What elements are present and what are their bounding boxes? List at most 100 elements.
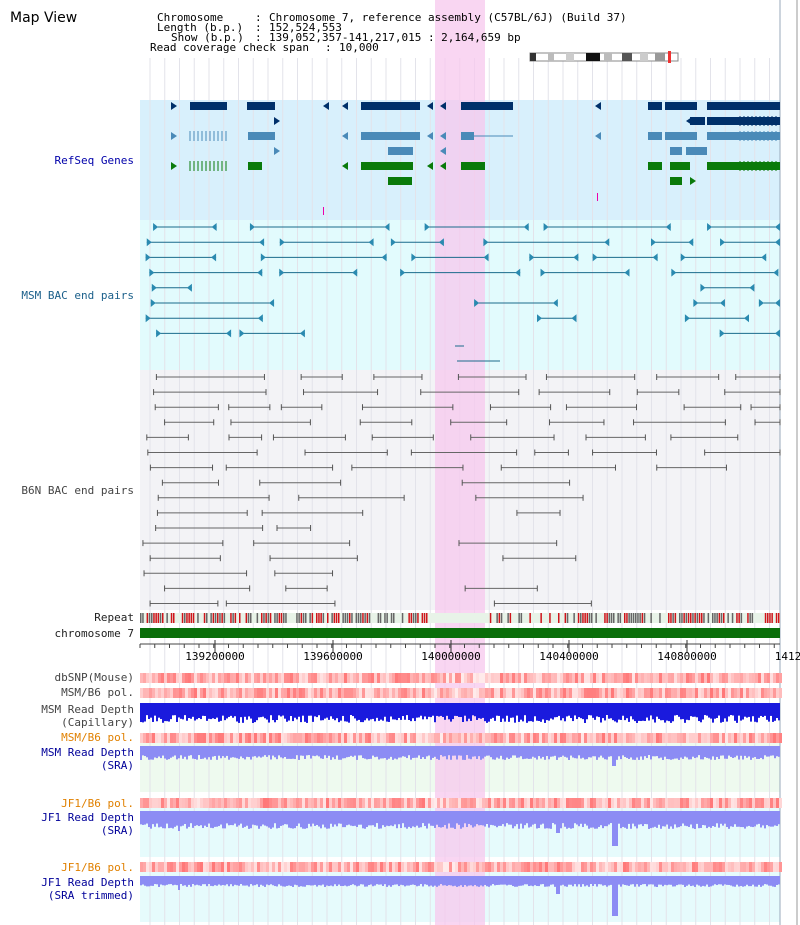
dbsnp-heat-cell bbox=[194, 673, 197, 683]
msm-bac-end bbox=[684, 314, 690, 323]
msm-sra-depth-bar bbox=[330, 746, 332, 760]
msm-sra-depth-bar bbox=[568, 746, 570, 760]
jf1-sra-depth-bar bbox=[336, 811, 338, 827]
jf1-trim-depth-bar bbox=[556, 876, 558, 894]
jf1-trim-depth-bar bbox=[696, 876, 698, 885]
jf1-b6-pol-heat-cell bbox=[155, 798, 158, 808]
jf1-b6-pol-trimmed-heat-cell bbox=[530, 862, 533, 872]
msm-sra-depth-bar bbox=[474, 746, 476, 757]
jf1-b6-pol-trimmed-heat-cell bbox=[563, 862, 566, 872]
msm-b6-pol-heat-cell bbox=[719, 688, 722, 698]
jf1-b6-pol-heat-cell bbox=[233, 798, 236, 808]
msm-sra-depth-bar bbox=[520, 746, 522, 757]
jf1-trim-depth-bar bbox=[754, 876, 756, 887]
jf1-b6-pol-heat-cell bbox=[509, 798, 512, 808]
jf1-b6-pol-heat-cell bbox=[677, 798, 680, 808]
dbsnp-heat-cell bbox=[515, 673, 518, 683]
msm-capillary-depth-bar bbox=[240, 703, 242, 718]
dbsnp-heat-cell bbox=[719, 673, 722, 683]
jf1-trim-depth-bar bbox=[656, 876, 658, 887]
jf1-sra-depth-bar bbox=[420, 811, 422, 828]
msm-capillary-depth-bar bbox=[312, 703, 314, 722]
msm-capillary-depth-bar bbox=[408, 703, 410, 720]
msm-b6-pol-heat-cell bbox=[545, 688, 548, 698]
repeat-mark bbox=[335, 613, 338, 623]
jf1-b6-pol-trimmed-heat-cell bbox=[185, 862, 188, 872]
msm-sra-depth-bar bbox=[572, 746, 574, 758]
jf1-trim-depth-bar bbox=[284, 876, 286, 887]
msm-sra-depth-bar bbox=[230, 746, 232, 758]
msm-capillary-depth-bar bbox=[464, 703, 466, 716]
dbsnp-heat-cell bbox=[707, 673, 710, 683]
msm-capillary-depth-bar bbox=[608, 703, 610, 719]
jf1-b6-pol-heat-cell bbox=[497, 798, 500, 808]
jf1-sra-depth-bar bbox=[558, 811, 560, 833]
msm-b6-pol-sra-heat-cell bbox=[575, 733, 578, 743]
msm-sra-depth-bar bbox=[202, 746, 204, 759]
msm-sra-depth-bar bbox=[378, 746, 380, 760]
jf1-sra-depth-bar bbox=[764, 811, 766, 829]
jf1-sra-depth-bar bbox=[206, 811, 208, 827]
jf1-trim-depth-bar bbox=[592, 876, 594, 886]
jf1-b6-pol-trimmed-heat-cell bbox=[581, 862, 584, 872]
jf1-trim-depth-bar bbox=[308, 876, 310, 886]
jf1-trim-depth-bar bbox=[726, 876, 728, 885]
jf1-trim-depth-bar bbox=[692, 876, 694, 886]
msm-capillary-depth-bar bbox=[174, 703, 176, 716]
dbsnp-heat-cell bbox=[575, 673, 578, 683]
msm-b6-pol-heat-cell bbox=[164, 688, 167, 698]
msm-capillary-depth-bar bbox=[468, 703, 470, 719]
jf1-trim-depth-bar bbox=[510, 876, 512, 885]
jf1-sra-depth-bar bbox=[154, 811, 156, 827]
msm-b6-pol-heat-cell bbox=[386, 688, 389, 698]
msm-sra-depth-bar bbox=[462, 746, 464, 760]
msm-b6-pol-heat-cell bbox=[167, 688, 170, 698]
msm-bac-end bbox=[438, 238, 444, 247]
jf1-b6-pol-heat-cell bbox=[383, 798, 386, 808]
msm-b6-pol-sra-heat-cell bbox=[431, 733, 434, 743]
msm-bac-end bbox=[352, 268, 358, 277]
jf1-b6-pol-heat-cell bbox=[329, 798, 332, 808]
msm-capillary-depth-bar bbox=[638, 703, 640, 721]
msm-capillary-depth-bar bbox=[338, 703, 340, 723]
jf1-trim-depth-bar bbox=[362, 876, 364, 885]
msm-sra-depth-bar bbox=[286, 746, 288, 759]
msm-capillary-depth-bar bbox=[182, 703, 184, 720]
msm-b6-pol-sra-heat-cell bbox=[239, 733, 242, 743]
jf1-read-depth-sra-sublabel: (SRA) bbox=[100, 824, 134, 837]
jf1-trim-depth-bar bbox=[336, 876, 338, 887]
jf1-sra-depth-bar bbox=[498, 811, 500, 826]
dbsnp-heat-cell bbox=[629, 673, 632, 683]
msm-capillary-depth-bar bbox=[150, 703, 152, 718]
jf1-b6-pol-trimmed-heat-cell bbox=[467, 862, 470, 872]
repeat-mark bbox=[767, 613, 769, 623]
msm-sra-depth-bar bbox=[432, 746, 434, 758]
jf1-trim-depth-bar bbox=[646, 876, 648, 887]
dbsnp-heat-cell bbox=[584, 673, 587, 683]
jf1-b6-pol-trimmed-heat-cell bbox=[149, 862, 152, 872]
msm-capillary-depth-bar bbox=[636, 703, 638, 723]
repeat-mark bbox=[670, 613, 672, 623]
repeat-mark bbox=[309, 613, 311, 623]
jf1-sra-depth-bar bbox=[242, 811, 244, 828]
msm-sra-depth-bar bbox=[758, 746, 760, 759]
msm-sra-depth-bar bbox=[150, 746, 152, 760]
refseq-gene-arrow bbox=[274, 117, 280, 125]
jf1-b6-pol-trimmed-heat-cell bbox=[773, 862, 776, 872]
msm-capillary-depth-bar bbox=[292, 703, 294, 722]
msm-b6-pol-heat-cell bbox=[773, 688, 776, 698]
jf1-b6-pol-heat-cell bbox=[506, 798, 509, 808]
jf1-b6-pol-heat-cell bbox=[611, 798, 614, 808]
msm-capillary-depth-bar bbox=[596, 703, 598, 717]
repeat-mark bbox=[694, 613, 696, 623]
msm-b6-pol-heat-cell bbox=[338, 688, 341, 698]
msm-b6-pol-sra-heat-cell bbox=[683, 733, 686, 743]
jf1-trim-depth-bar bbox=[184, 876, 186, 886]
jf1-trim-depth-bar bbox=[264, 876, 266, 887]
jf1-trim-depth-bar bbox=[538, 876, 540, 887]
jf1-b6-pol-heat-cell bbox=[701, 798, 704, 808]
msm-bac-end bbox=[693, 299, 699, 307]
jf1-sra-depth-bar bbox=[776, 811, 778, 826]
msm-sra-depth-bar bbox=[172, 746, 174, 757]
